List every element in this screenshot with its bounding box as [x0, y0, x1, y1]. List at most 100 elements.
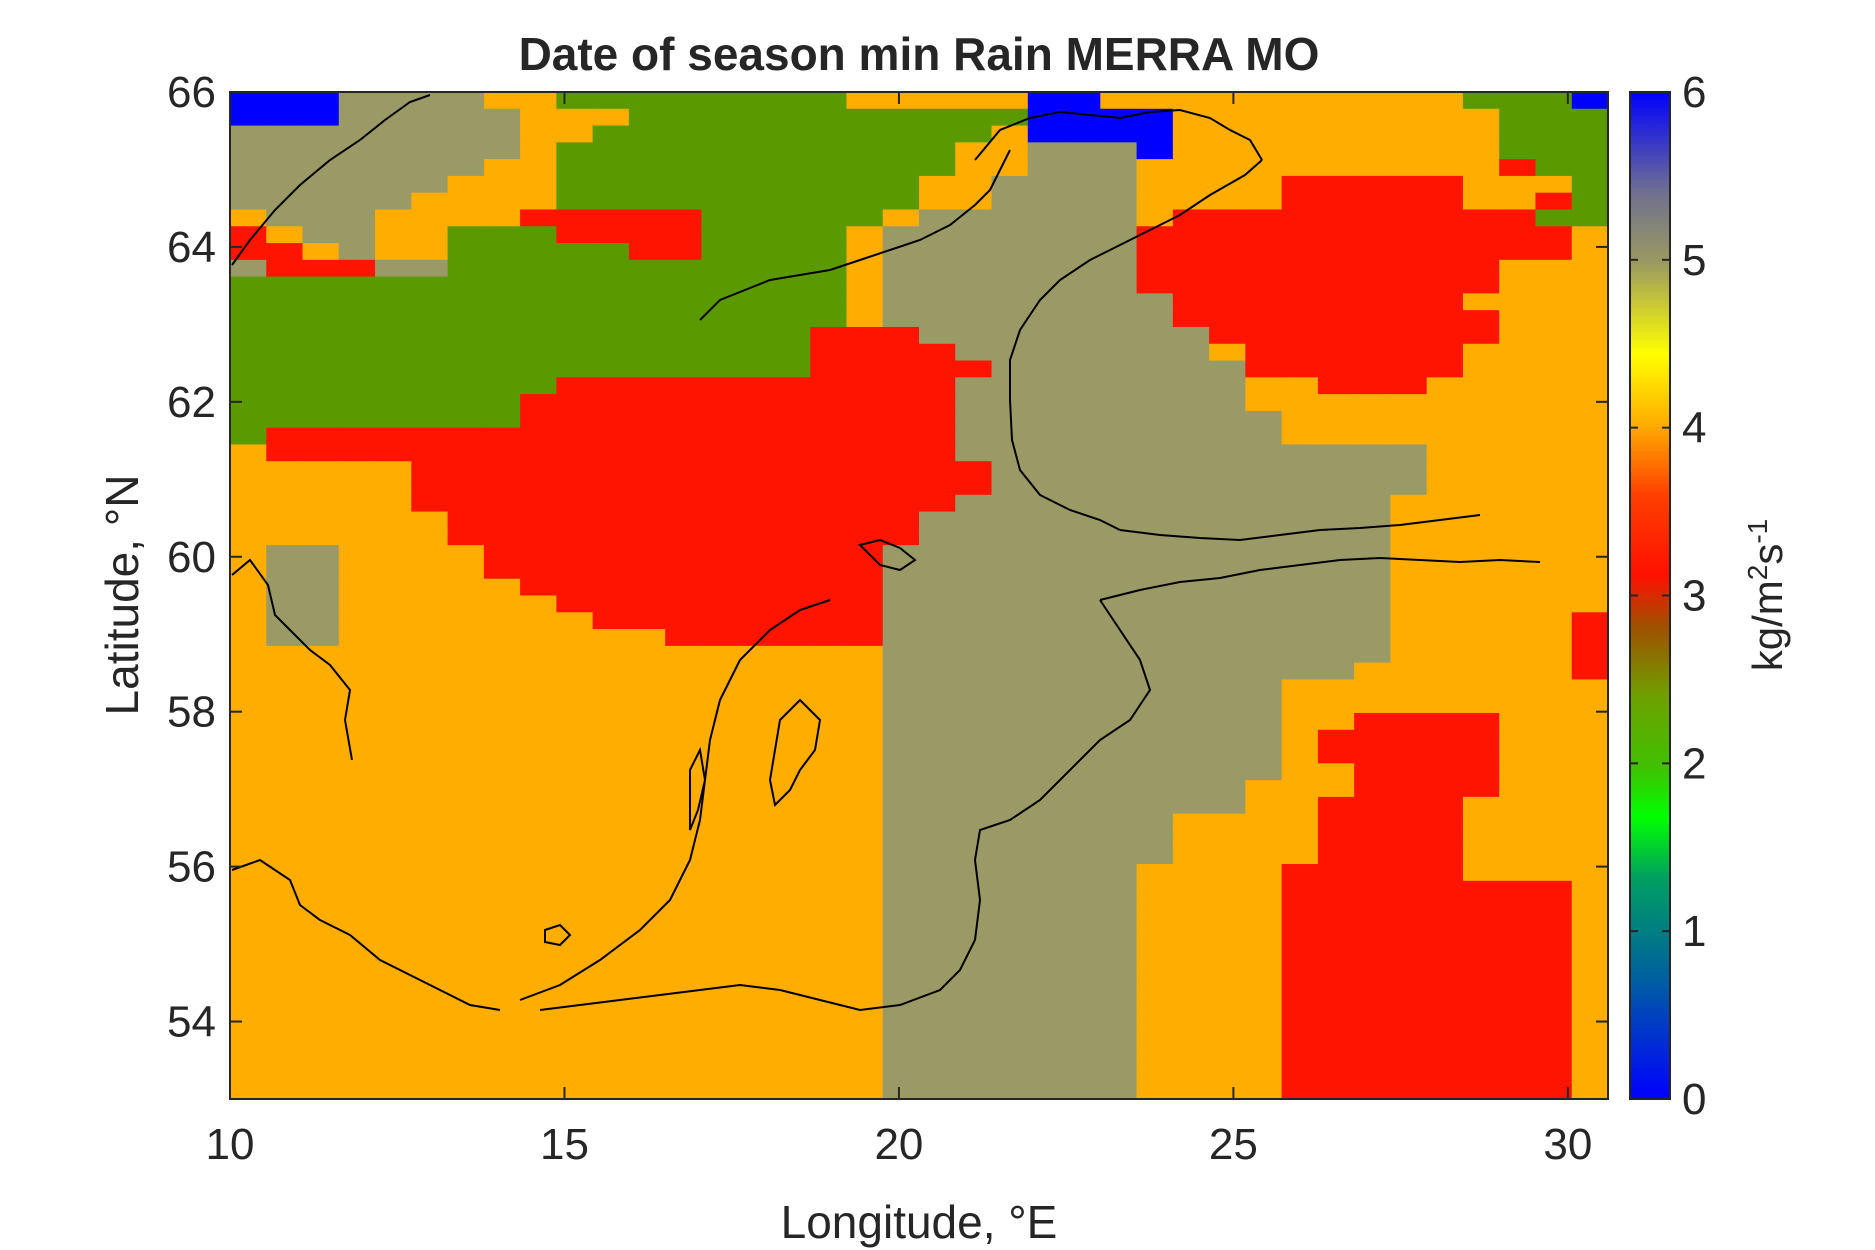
heatmap-cell [230, 1082, 267, 1099]
heatmap-cell [1027, 92, 1065, 110]
heatmap-cell [628, 780, 666, 798]
heatmap-cell [1390, 864, 1428, 882]
heatmap-cell [1354, 494, 1392, 513]
heatmap-cell [447, 864, 485, 882]
heatmap-cell [266, 612, 304, 630]
heatmap-cell [737, 947, 775, 966]
heatmap-cell [447, 712, 485, 731]
heatmap-cell [556, 864, 594, 882]
heatmap-cell [701, 645, 739, 664]
heatmap-cell [338, 293, 376, 311]
heatmap-cell [230, 612, 267, 630]
heatmap-cell [483, 92, 521, 110]
heatmap-cell [1462, 175, 1500, 194]
heatmap-cell [1390, 209, 1428, 227]
heatmap-cell [1245, 494, 1283, 513]
heatmap-cell [773, 947, 811, 966]
heatmap-cell [991, 914, 1029, 932]
heatmap-cell [338, 629, 376, 647]
heatmap-cell [1027, 813, 1065, 832]
heatmap-cell [1499, 494, 1537, 513]
heatmap-cell [1136, 813, 1174, 832]
heatmap-cell [882, 813, 920, 832]
heatmap-cell [1462, 679, 1500, 697]
y-tick-label: 66 [167, 68, 216, 117]
heatmap-cell [1571, 494, 1608, 513]
heatmap-cell [737, 595, 775, 613]
heatmap-cell [1317, 780, 1355, 798]
heatmap-cell [919, 243, 956, 261]
heatmap-cell [882, 326, 920, 345]
heatmap-cell [882, 1015, 920, 1033]
heatmap-cell [955, 880, 993, 899]
heatmap-cell [483, 528, 521, 546]
heatmap-cell [773, 864, 811, 882]
heatmap-cell [1281, 796, 1319, 815]
heatmap-cell [955, 847, 993, 865]
heatmap-cell [1354, 1065, 1392, 1083]
heatmap-cell [483, 964, 521, 983]
heatmap-cell [1317, 377, 1355, 395]
heatmap-cell [1281, 108, 1319, 127]
heatmap-cell [556, 545, 594, 563]
heatmap-cell [338, 981, 376, 999]
heatmap-cell [266, 897, 304, 915]
heatmap-cell [846, 1048, 884, 1067]
heatmap-cell [483, 326, 521, 345]
heatmap-cell [411, 998, 449, 1016]
heatmap-cell [483, 1031, 521, 1050]
heatmap-cell [1462, 914, 1500, 932]
heatmap-cell [1100, 444, 1138, 462]
heatmap-cell [1209, 981, 1246, 999]
heatmap-cell [375, 478, 412, 496]
heatmap-cell [1245, 830, 1283, 848]
heatmap-cell [1064, 981, 1101, 999]
heatmap-cell [447, 847, 485, 865]
heatmap-cell [701, 444, 739, 462]
heatmap-cell [230, 326, 267, 345]
heatmap-cell [1426, 897, 1464, 915]
heatmap-cell [882, 645, 920, 664]
heatmap-cell [846, 108, 884, 127]
heatmap-cell [882, 243, 920, 261]
heatmap-cell [991, 108, 1029, 127]
heatmap-cell [266, 310, 304, 328]
coastline-bothnia-west [699, 149, 1011, 321]
heatmap-cell [1426, 880, 1464, 899]
heatmap-cell [266, 746, 304, 764]
heatmap-cell [375, 561, 412, 580]
heatmap-cell [1172, 142, 1210, 160]
heatmap-cell [1571, 259, 1608, 278]
heatmap-cell [556, 511, 594, 529]
heatmap-cell [1426, 947, 1464, 966]
heatmap-cell [483, 192, 521, 211]
heatmap-cell [701, 461, 739, 479]
heatmap-cell [628, 377, 666, 395]
heatmap-cell [1027, 410, 1065, 429]
heatmap-cell [411, 377, 449, 395]
heatmap-cell [955, 578, 993, 597]
heatmap-cell [483, 763, 521, 781]
heatmap-cell [483, 310, 521, 328]
heatmap-cell [1172, 478, 1210, 496]
heatmap-cell [1136, 326, 1174, 345]
heatmap-cell [628, 696, 666, 714]
heatmap-cell [447, 964, 485, 983]
heatmap-cell [1100, 981, 1138, 999]
heatmap-cell [1462, 310, 1500, 328]
heatmap-cell [1354, 293, 1392, 311]
heatmap-cell [665, 1082, 703, 1099]
heatmap-cell [1354, 511, 1392, 529]
heatmap-cell [520, 712, 557, 731]
heatmap-cell [230, 310, 267, 328]
heatmap-cell [773, 998, 811, 1016]
heatmap-cell [737, 360, 775, 378]
heatmap-cell [628, 662, 666, 681]
heatmap-cell [665, 880, 703, 899]
heatmap-cell [919, 293, 956, 311]
heatmap-cell [1027, 494, 1065, 513]
heatmap-cell [1571, 964, 1608, 983]
heatmap-cell [1571, 561, 1608, 580]
heatmap-cell [628, 343, 666, 362]
heatmap-cell [1281, 326, 1319, 345]
